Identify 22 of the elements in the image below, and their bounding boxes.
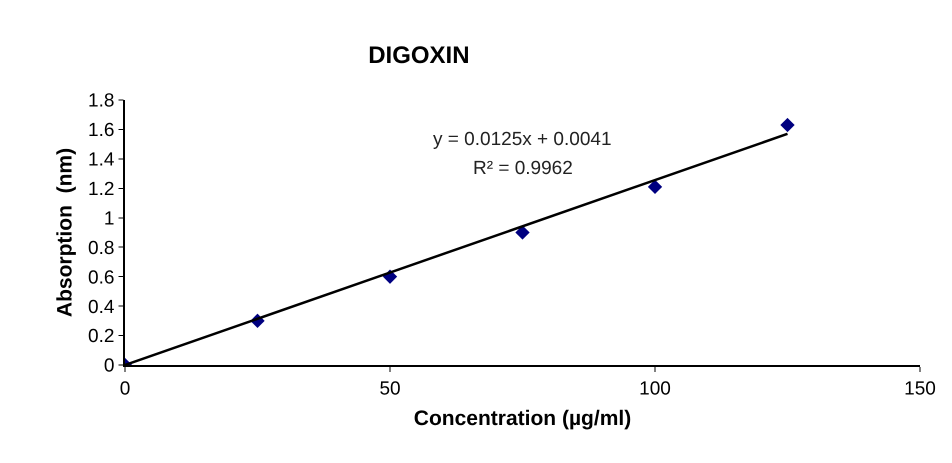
y-tick-label: 1 [104,208,114,230]
y-tick-label: 0.2 [88,326,114,348]
y-axis-title: Absorption (nm) [54,148,77,318]
y-tick-label: 0.8 [88,238,114,259]
x-tick-label: 0 [120,378,130,400]
annotation: R² = 0.9962 [473,158,573,179]
x-tick-label: 150 [904,378,936,400]
y-tick-label: 1.4 [88,150,115,171]
point [648,180,662,194]
y-tick-label: 1.2 [88,178,114,200]
x-axis-title: Concentration (µg/ml) [414,407,632,430]
annotation: y = 0.0125x + 0.0041 [433,129,612,150]
y-tick-label: 1.6 [88,120,114,142]
y-tick-label: 0.6 [88,267,114,288]
x-tick-label: 50 [379,378,401,400]
y-tick-label: 1.8 [88,90,114,112]
point [515,225,530,240]
y-tick-label: 0 [104,356,114,377]
chart-title: DIGOXIN [368,42,470,70]
point [780,118,795,132]
y-tick-label: 0.4 [88,296,115,318]
x-tick-label: 100 [639,378,671,400]
